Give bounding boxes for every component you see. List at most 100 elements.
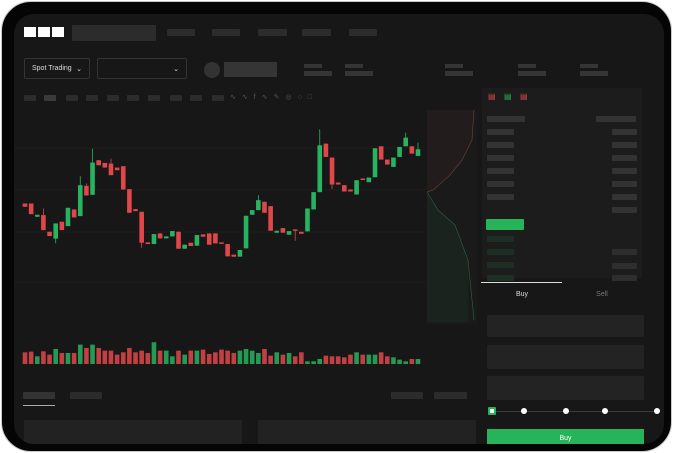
candle[interactable] xyxy=(372,148,378,178)
candle[interactable] xyxy=(256,200,261,211)
candle[interactable] xyxy=(237,250,243,257)
candle[interactable] xyxy=(384,159,390,165)
candle[interactable] xyxy=(249,210,255,215)
timeframe-button[interactable] xyxy=(66,95,78,101)
orderbook-buy-icon[interactable]: ▤ xyxy=(504,92,512,101)
candle[interactable] xyxy=(206,233,212,245)
fullscreen-icon[interactable]: □ xyxy=(307,94,319,101)
candle[interactable] xyxy=(354,180,359,195)
nav-item[interactable] xyxy=(302,29,331,36)
timeframe-button[interactable] xyxy=(44,95,56,101)
bottom-tab[interactable] xyxy=(70,392,102,399)
candle[interactable] xyxy=(157,233,163,239)
candle[interactable] xyxy=(34,214,40,217)
search-bar[interactable] xyxy=(72,25,156,41)
draw-icon[interactable]: ∿ xyxy=(241,94,254,101)
candle[interactable] xyxy=(90,162,95,195)
candle[interactable] xyxy=(292,229,298,231)
candle[interactable] xyxy=(323,143,329,157)
nav-item[interactable] xyxy=(167,29,195,36)
candle[interactable] xyxy=(53,223,59,239)
candle[interactable] xyxy=(348,189,353,192)
candle[interactable] xyxy=(170,231,175,237)
candle[interactable] xyxy=(213,233,218,244)
timeframe-button[interactable] xyxy=(86,95,98,101)
candle[interactable] xyxy=(65,207,71,227)
candle[interactable] xyxy=(305,208,310,232)
slider-step[interactable] xyxy=(602,408,608,414)
candle[interactable] xyxy=(409,146,415,154)
candle[interactable] xyxy=(268,206,273,231)
candle[interactable] xyxy=(96,160,101,166)
candle[interactable] xyxy=(329,157,335,185)
nav-item[interactable] xyxy=(212,29,240,36)
candle[interactable] xyxy=(391,157,396,167)
total-input[interactable] xyxy=(487,376,644,400)
candle[interactable] xyxy=(133,209,138,212)
timeframe-button[interactable] xyxy=(212,95,224,101)
timeframe-button[interactable] xyxy=(127,95,139,101)
timeframe-button[interactable] xyxy=(170,95,182,101)
candle[interactable] xyxy=(127,189,132,213)
candle[interactable] xyxy=(286,231,292,235)
camera-icon[interactable]: ○ xyxy=(297,94,308,101)
candle[interactable] xyxy=(360,178,366,181)
nav-item[interactable] xyxy=(258,29,287,36)
tab-buy[interactable]: Buy xyxy=(515,291,529,298)
candle[interactable] xyxy=(225,244,230,257)
candle[interactable] xyxy=(231,254,237,257)
candle[interactable] xyxy=(139,211,144,243)
timeframe-button[interactable] xyxy=(148,95,160,101)
slider-step[interactable] xyxy=(563,408,569,414)
candle[interactable] xyxy=(28,203,34,215)
candle[interactable] xyxy=(102,162,108,168)
line-icon[interactable]: ∿ xyxy=(261,94,274,101)
tab-sell[interactable]: Sell xyxy=(596,291,608,298)
candle[interactable] xyxy=(274,230,280,233)
candle[interactable] xyxy=(280,228,286,233)
pencil-icon[interactable]: ✎ xyxy=(273,94,286,101)
candle[interactable] xyxy=(366,177,372,183)
candle[interactable] xyxy=(335,182,341,185)
candle[interactable] xyxy=(378,146,384,160)
candle[interactable] xyxy=(182,244,187,249)
candle[interactable] xyxy=(163,236,169,239)
candle[interactable] xyxy=(194,235,200,246)
candle[interactable] xyxy=(415,149,421,156)
candle[interactable] xyxy=(151,234,157,245)
fx-icon[interactable]: f xyxy=(253,94,262,101)
market-selector[interactable]: Spot Trading ⌄ xyxy=(24,58,90,79)
candle[interactable] xyxy=(145,242,151,245)
timeframe-button[interactable] xyxy=(107,95,119,101)
candle[interactable] xyxy=(311,192,316,210)
candle[interactable] xyxy=(188,242,194,247)
candle[interactable] xyxy=(317,145,323,193)
candle[interactable] xyxy=(397,146,402,157)
candle[interactable] xyxy=(342,185,347,192)
candle[interactable] xyxy=(71,209,77,218)
candle[interactable] xyxy=(114,167,120,171)
bottom-action[interactable] xyxy=(391,392,423,399)
candle[interactable] xyxy=(59,221,65,231)
candle[interactable] xyxy=(243,215,249,249)
settings-icon[interactable]: ◎ xyxy=(285,94,298,101)
orderbook-sell-icon[interactable]: ▤ xyxy=(520,92,528,101)
slider-step[interactable] xyxy=(521,408,527,414)
candle[interactable] xyxy=(84,185,89,196)
candle[interactable] xyxy=(120,166,126,190)
timeframe-button[interactable] xyxy=(24,95,36,101)
orderbook-both-icon[interactable]: ▤ xyxy=(488,92,496,101)
indicator-icon[interactable]: ∿ xyxy=(230,94,242,101)
candle[interactable] xyxy=(22,203,28,207)
buy-button[interactable]: Buy xyxy=(487,429,644,444)
candle[interactable] xyxy=(219,242,224,244)
amount-slider[interactable] xyxy=(492,411,660,412)
candle[interactable] xyxy=(200,234,206,237)
candle[interactable] xyxy=(108,163,114,176)
candle[interactable] xyxy=(176,231,181,249)
candle[interactable] xyxy=(299,231,304,234)
candle[interactable] xyxy=(47,231,52,237)
nav-item[interactable] xyxy=(349,29,377,36)
timeframe-button[interactable] xyxy=(190,95,202,101)
